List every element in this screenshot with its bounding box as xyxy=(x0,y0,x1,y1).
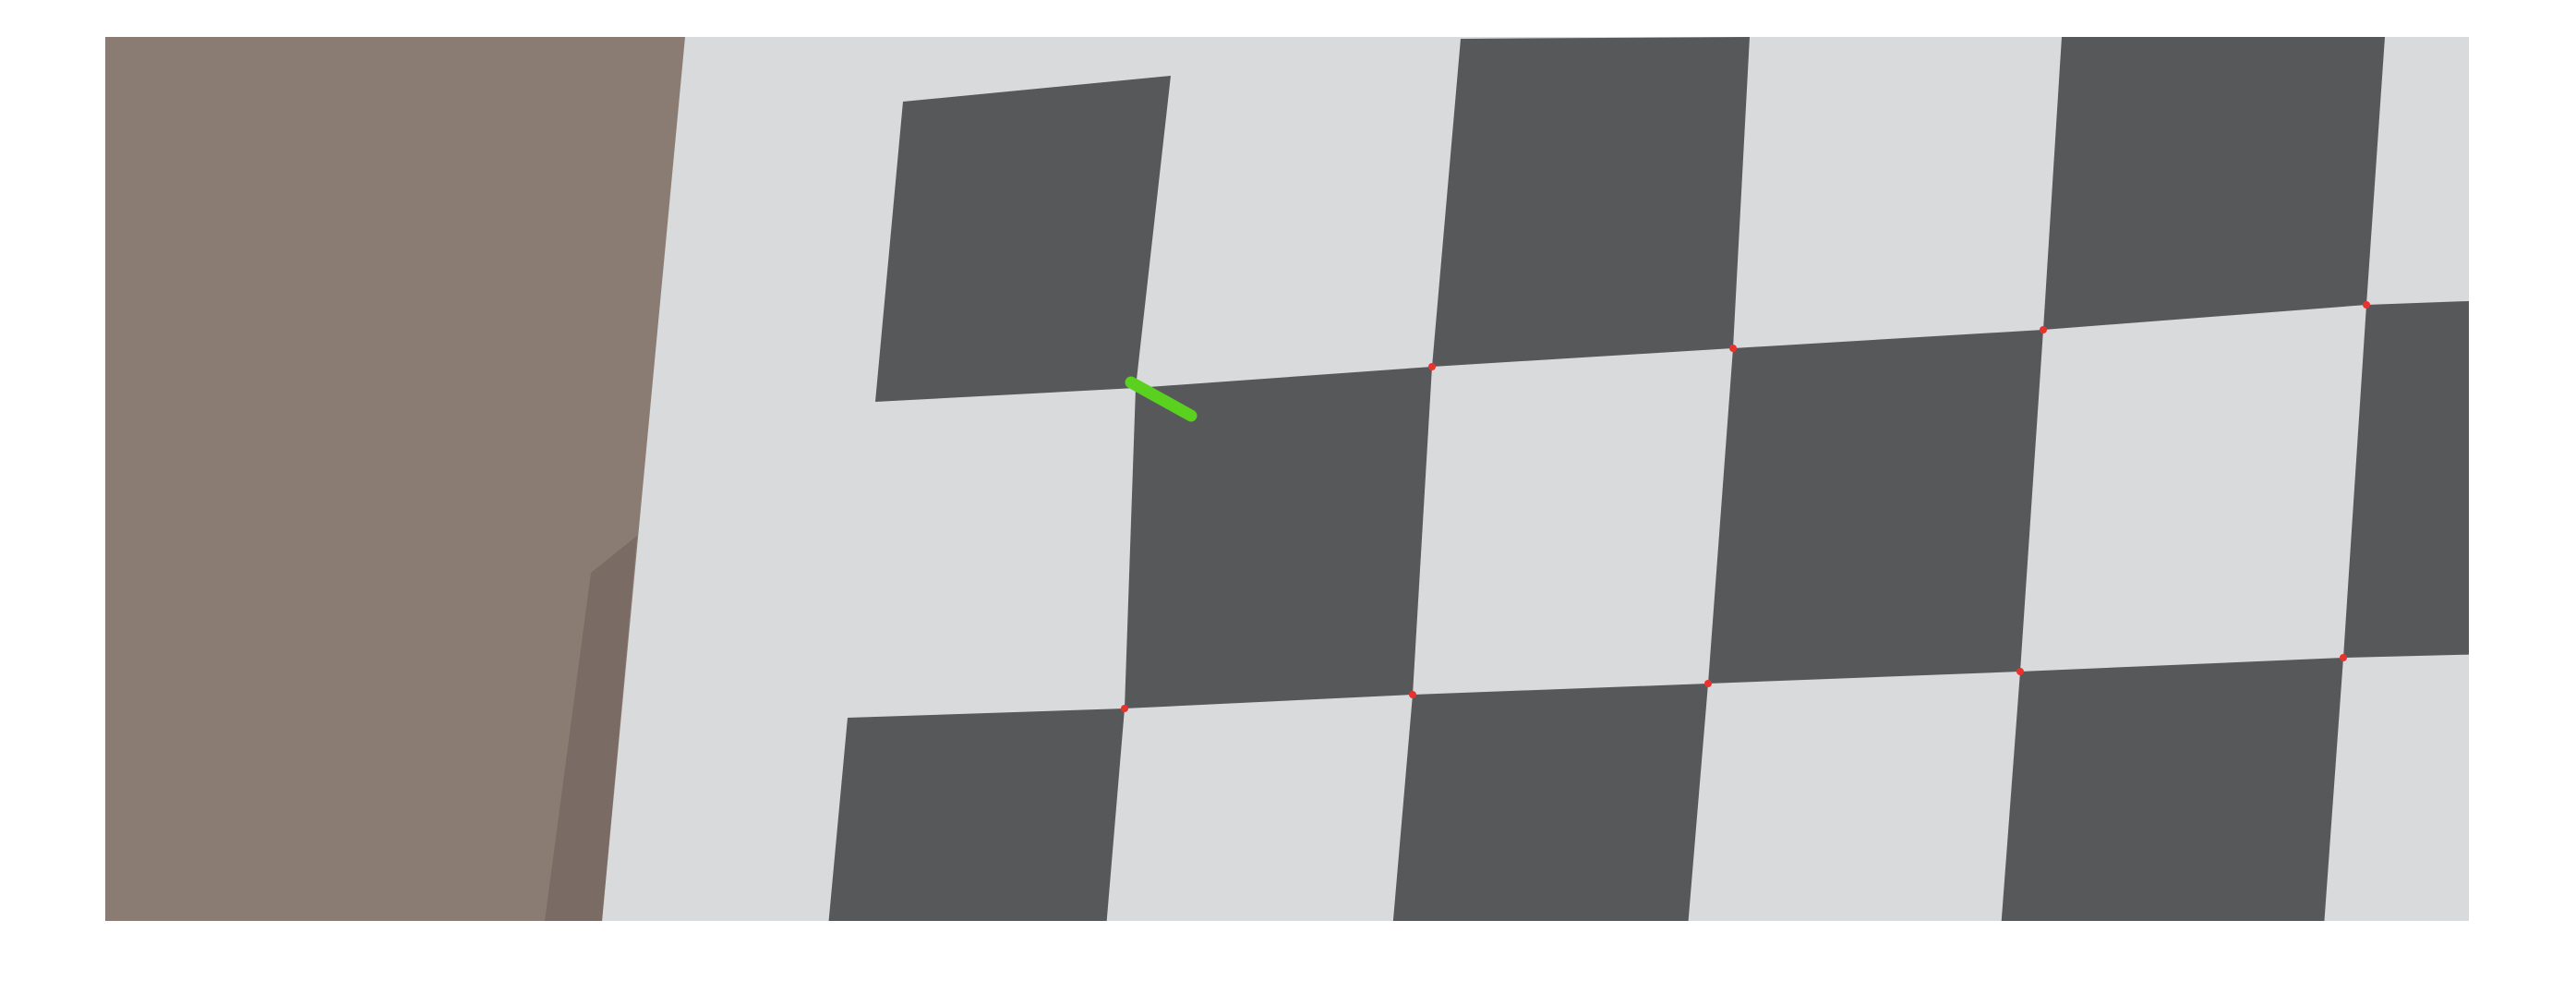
dark-square xyxy=(1125,367,1432,708)
dark-square xyxy=(1432,37,1750,367)
cardboard-region xyxy=(105,37,685,921)
corner-marker xyxy=(1428,363,1436,370)
corner-marker xyxy=(1121,705,1128,712)
corner-marker xyxy=(2363,301,2370,309)
corner-markers xyxy=(1121,297,2497,712)
corner-marker xyxy=(2489,650,2497,658)
corner-marker xyxy=(2040,326,2047,333)
dark-square xyxy=(2043,37,2385,330)
dark-square xyxy=(1392,684,1708,921)
corner-marker xyxy=(1729,345,1737,352)
dark-square xyxy=(2343,300,2469,658)
dark-square xyxy=(2001,658,2343,921)
corner-marker xyxy=(2489,297,2497,304)
detection-line-marker xyxy=(1125,376,1198,422)
checkerboard-squares xyxy=(828,37,2469,921)
cardboard-shadow xyxy=(545,536,637,921)
corner-marker xyxy=(2016,668,2024,675)
dark-square xyxy=(1708,330,2043,684)
dark-square xyxy=(828,708,1125,921)
corner-marker xyxy=(1704,680,1712,687)
corner-marker xyxy=(2340,654,2347,661)
corner-marker xyxy=(1409,691,1416,698)
dark-square xyxy=(875,76,1171,402)
